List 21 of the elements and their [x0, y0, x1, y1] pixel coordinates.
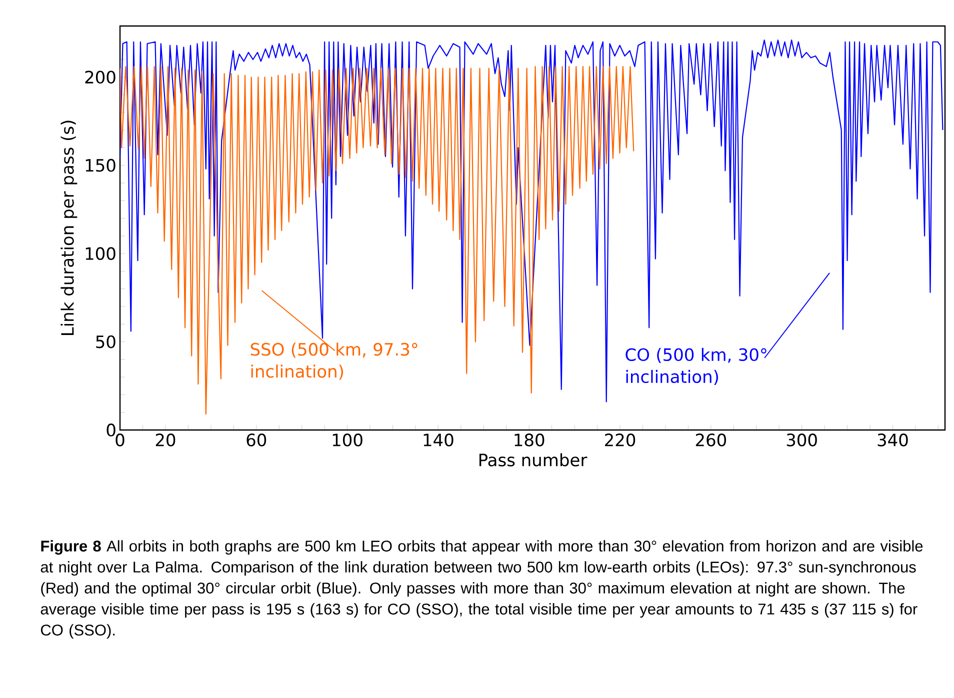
- y-axis-title: Link duration per pass (s): [60, 120, 78, 335]
- x-tick-label: 180: [514, 434, 544, 446]
- y-tick-label: 200: [85, 70, 116, 84]
- series-label: SSO (500 km, 97.3° inclination): [250, 342, 418, 380]
- x-tick-label: 20: [156, 434, 176, 446]
- y-tick-label: 150: [86, 158, 116, 172]
- x-tick-label: 140: [424, 434, 454, 446]
- y-tick-label: 0: [106, 424, 116, 436]
- x-tick-label: 60: [246, 434, 266, 446]
- x-tick-label: 300: [786, 434, 817, 446]
- x-tick-label: 260: [696, 434, 726, 446]
- x-tick-label: 340: [878, 434, 908, 446]
- y-tick-label: 100: [86, 247, 116, 260]
- line-series: [120, 40, 944, 402]
- x-axis-title: Pass number: [479, 453, 588, 466]
- text: Figure 8 All orbits in both graphs are 500 km LEO orbits that appear with more than 30° elevation from horizon and are visible at night over La Palma. Comparison of the link duration between two 500 km low-earth orbits (LEOs): 97.3° sun-synchronous (Red) and the optimal 30° circular orbit (Blue). Only passes with more than 30° maximum elevation at night are shown. The average visible time per pass is 195 s (163 s) for CO (SSO), the total visible time per year amounts to 71 435 s (37 115 s) for CO (SSO).: [40, 540, 923, 639]
- series-label: CO (500 km, 30° inclination): [626, 348, 766, 386]
- x-tick-label: 0: [116, 434, 124, 446]
- x-tick-label: 100: [332, 434, 362, 446]
- y-tick-label: 50: [96, 335, 116, 348]
- x-tick-label: 220: [605, 434, 636, 446]
